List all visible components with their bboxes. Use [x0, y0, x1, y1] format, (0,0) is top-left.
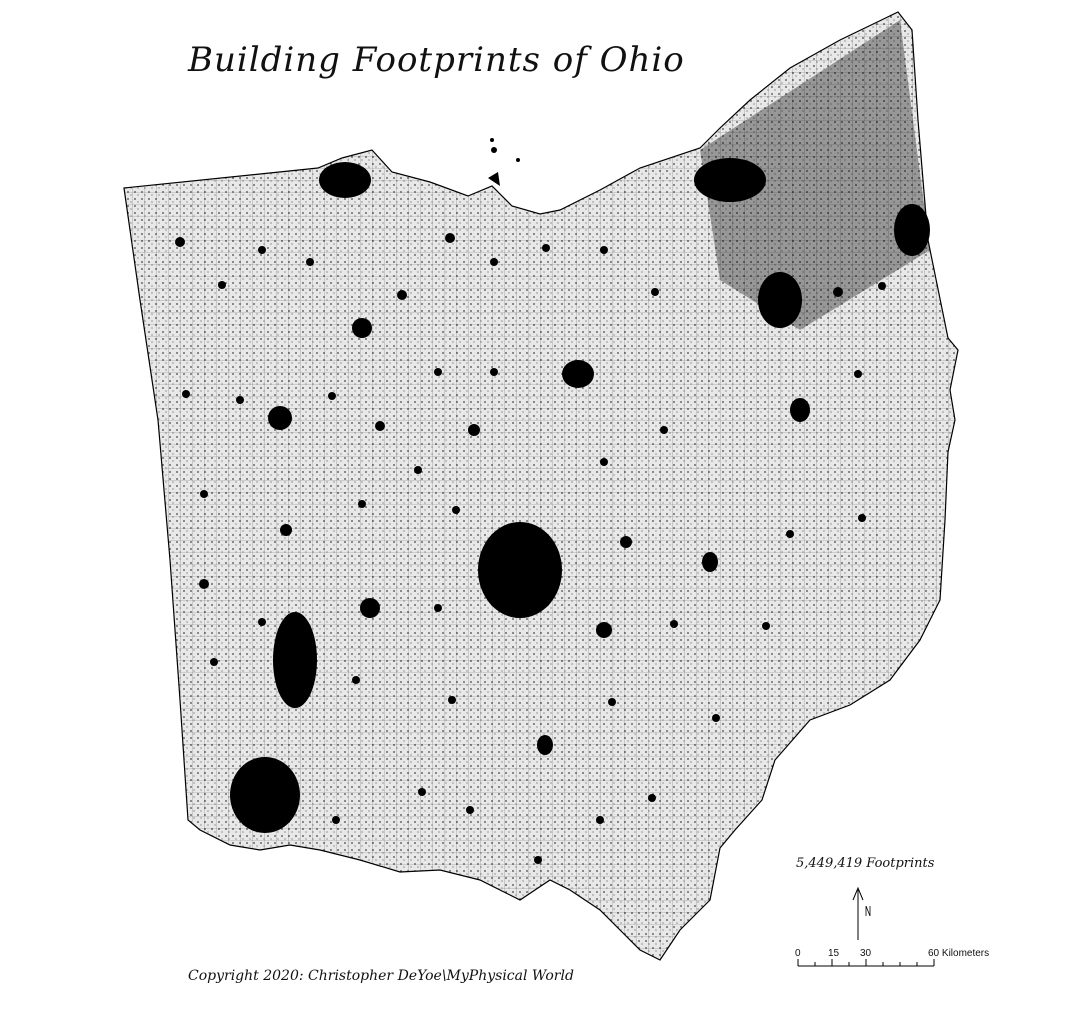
scale-tick-30: 30 [860, 948, 872, 959]
toledo-cluster [319, 162, 371, 198]
copyright-text: Copyright 2020: Christopher DeYoe\MyPhys… [188, 968, 574, 984]
cincinnati-cluster [230, 757, 300, 833]
scale-bar [797, 959, 935, 967]
scale-tick-15: 15 [828, 948, 840, 959]
cleveland-cluster [694, 158, 766, 202]
canton-cluster [790, 398, 810, 422]
scale-tick-0: 0 [795, 948, 801, 959]
columbus-cluster [478, 522, 562, 618]
dayton-cluster [273, 612, 317, 708]
zanesville-cluster [702, 552, 718, 572]
lima-cluster [268, 406, 292, 430]
findlay-cluster [352, 318, 372, 338]
footprint-count: 5,449,419 Footprints [796, 856, 935, 871]
springfield-cluster [360, 598, 380, 618]
lake-erie-islands [488, 138, 520, 186]
north-arrow-icon [852, 886, 871, 940]
youngstown-cluster [894, 204, 930, 256]
portsmouth-cluster [537, 735, 553, 755]
mansfield-cluster [562, 360, 594, 388]
footprint-texture [124, 12, 958, 960]
akron-cluster [758, 272, 802, 328]
town-dots [175, 233, 886, 864]
scale-tick-60: 60 Kilometers [928, 948, 990, 959]
map-title: Building Footprints of Ohio [188, 40, 685, 80]
city-clusters [230, 158, 930, 833]
newark-cluster [596, 622, 612, 638]
